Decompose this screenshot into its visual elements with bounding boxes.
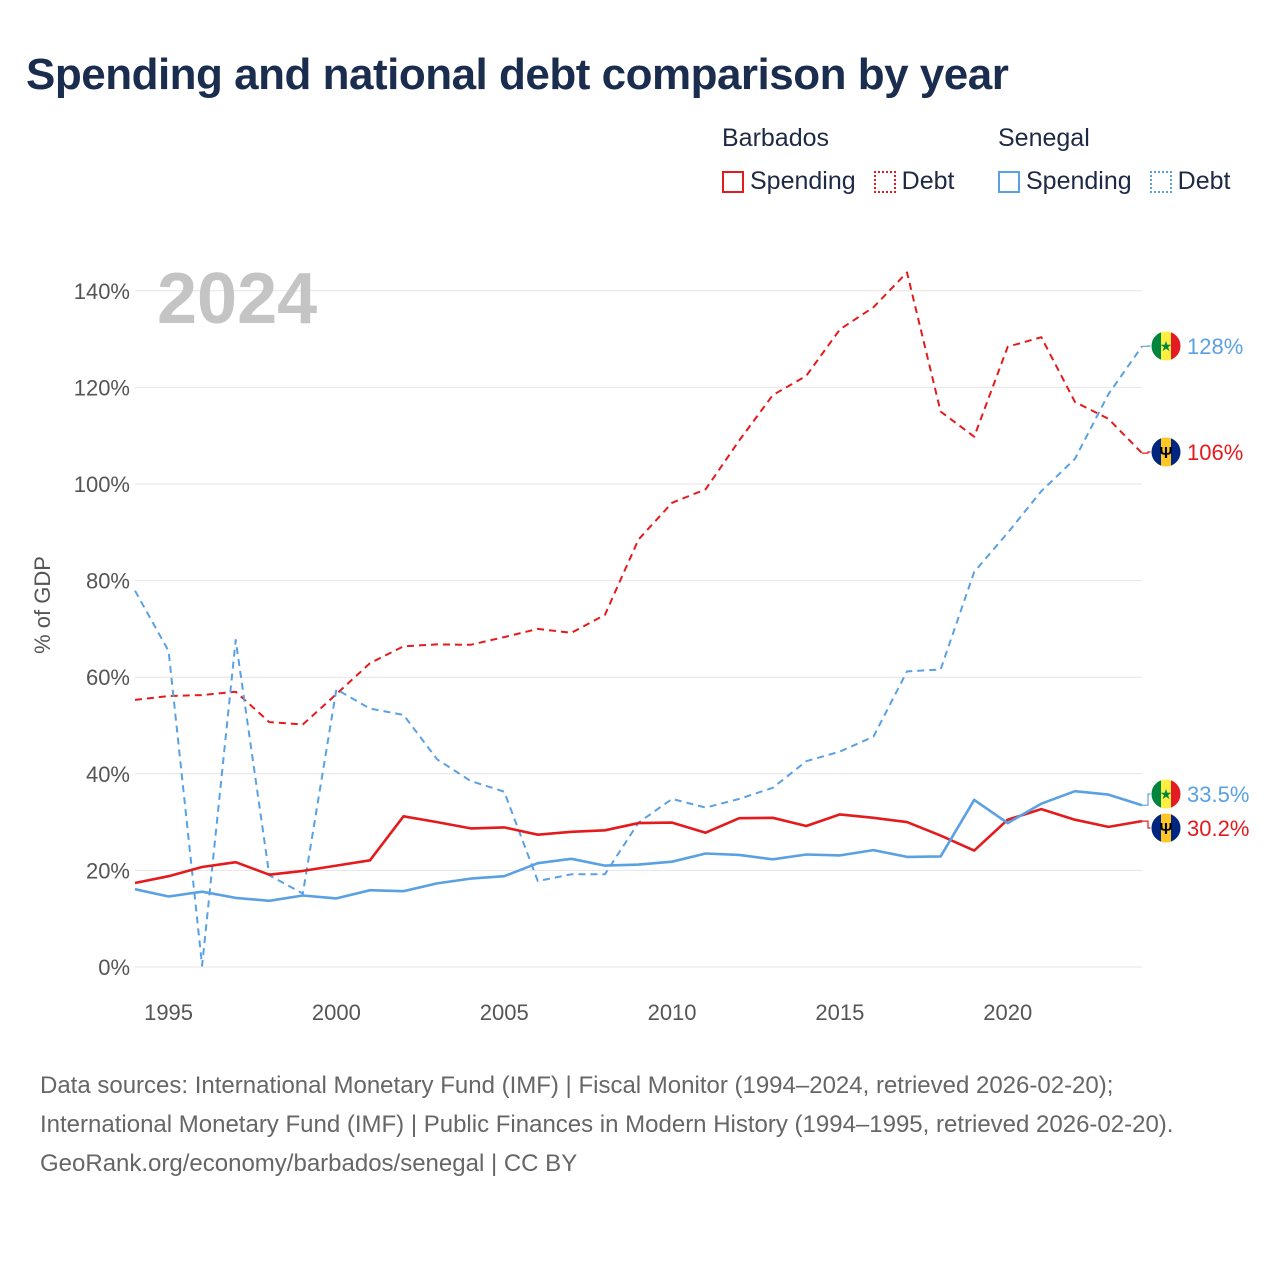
legend-senegal-spending[interactable]: Spending <box>998 167 1132 196</box>
legend-barbados-debt[interactable]: Debt <box>873 167 955 196</box>
legend-barbados: Barbados Spending Debt <box>722 124 954 196</box>
y-tick-label: 140% <box>74 279 130 304</box>
legend-senegal-spending-label: Spending <box>1026 167 1132 195</box>
flag-icon-barbados: Ψ <box>1150 812 1182 844</box>
x-tick-label: 2005 <box>480 1000 529 1025</box>
y-tick-label: 0% <box>98 955 130 980</box>
x-tick-label: 2020 <box>983 1000 1032 1025</box>
legend-swatch-dotted-blue <box>1149 170 1172 193</box>
y-axis-label: % of GDP <box>30 556 55 654</box>
y-axis-ticks: 0% 20% 40% 60% 80% 100% 120% 140% <box>74 279 130 980</box>
data-sources: Data sources: International Monetary Fun… <box>40 1072 1174 1138</box>
legend-senegal: Senegal Spending Debt <box>998 124 1230 196</box>
svg-text:★: ★ <box>1160 786 1173 802</box>
line-chart: 2024 % of GDP 0% 20% 40% 60% 80% 100% 120% 140%… <box>30 259 1249 1025</box>
end-label-senegal-spending: 33.5% <box>1187 782 1249 807</box>
legend-barbados-spending-label: Spending <box>750 167 856 195</box>
end-label-barbados-debt: 106% <box>1187 440 1243 465</box>
x-tick-label: 2010 <box>648 1000 697 1025</box>
end-connector-senegal-spending <box>1142 793 1151 806</box>
flag-icon-senegal: ★ <box>1150 778 1182 810</box>
legend-barbados-spending[interactable]: Spending <box>722 167 856 196</box>
end-label-senegal-debt: 128% <box>1187 334 1243 359</box>
y-tick-label: 40% <box>86 762 130 787</box>
y-tick-label: 100% <box>74 472 130 497</box>
series-barbados-spending[interactable] <box>134 807 1143 885</box>
y-tick-label: 120% <box>74 375 130 400</box>
credit-link[interactable]: GeoRank.org/economy/barbados/senegal | C… <box>40 1150 578 1177</box>
x-tick-label: 2000 <box>312 1000 361 1025</box>
y-tick-label: 80% <box>86 569 130 594</box>
series-senegal-spending[interactable] <box>134 789 1143 903</box>
legend-barbados-debt-label: Debt <box>901 167 955 195</box>
end-label-barbados-spending: 30.2% <box>1187 816 1249 841</box>
x-axis-ticks: 1995 2000 2005 2010 2015 2020 <box>144 1000 1032 1025</box>
y-tick-label: 20% <box>86 858 130 883</box>
chart-title: Spending and national debt comparison by… <box>26 50 1009 99</box>
svg-text:Ψ: Ψ <box>1160 445 1173 462</box>
series-group <box>134 271 1143 967</box>
year-label: 2024 <box>157 259 317 339</box>
end-connector-barbados-debt <box>1142 451 1151 454</box>
legend-senegal-debt[interactable]: Debt <box>1149 167 1231 196</box>
grid <box>135 290 1142 968</box>
end-connector-barbados-spending <box>1142 820 1151 829</box>
series-barbados-debt[interactable] <box>134 271 1143 726</box>
legend-senegal-debt-label: Debt <box>1177 167 1231 195</box>
y-tick-label: 60% <box>86 665 130 690</box>
svg-text:★: ★ <box>1160 338 1173 354</box>
svg-text:Ψ: Ψ <box>1160 821 1173 838</box>
end-labels: Ψ 106% ★ 128% Ψ 30.2% ★ 33.5% <box>1142 330 1249 844</box>
legend-senegal-label: Senegal <box>998 124 1090 152</box>
legend-swatch-solid-blue <box>998 170 1020 193</box>
x-tick-label: 2015 <box>815 1000 864 1025</box>
footer: Data sources: International Monetary Fun… <box>40 1066 1240 1183</box>
flag-icon-senegal: ★ <box>1150 330 1182 362</box>
flag-icon-barbados: Ψ <box>1150 436 1182 468</box>
x-tick-label: 1995 <box>144 1000 193 1025</box>
legend-swatch-dotted-red <box>873 170 896 193</box>
legend-barbados-label: Barbados <box>722 124 830 152</box>
legend-swatch-solid-red <box>722 170 744 193</box>
